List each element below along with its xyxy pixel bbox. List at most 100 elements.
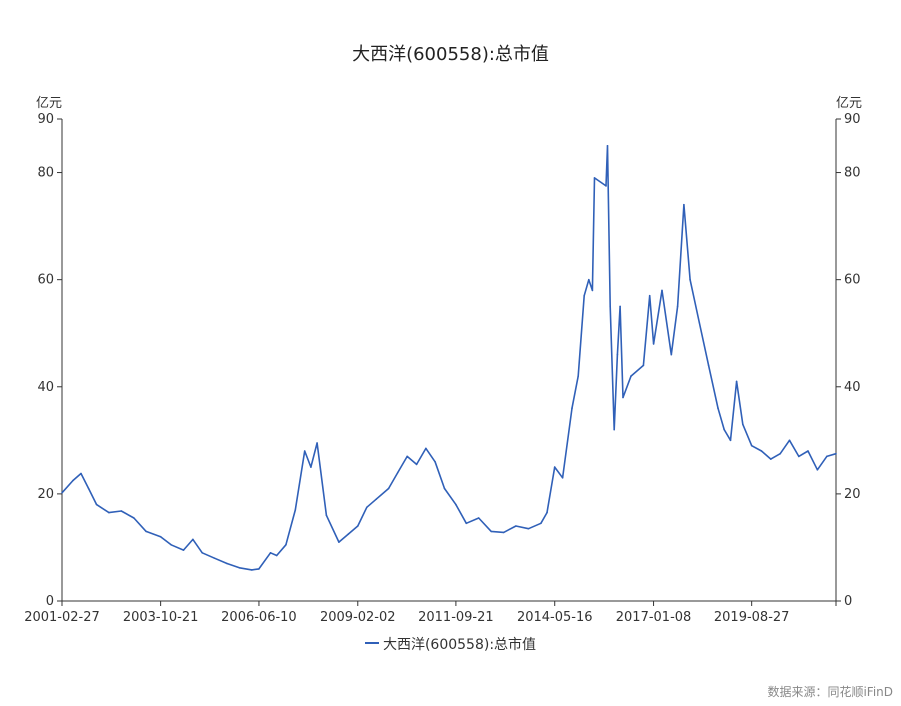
data-source-note: 数据来源：同花顺iFinD <box>767 685 893 699</box>
data-point <box>798 455 800 458</box>
legend[interactable]: 大西洋(600558):总市值 <box>0 634 901 654</box>
data-point <box>630 375 632 377</box>
data-point <box>387 487 390 490</box>
data-point <box>760 450 763 452</box>
data-point <box>490 530 493 533</box>
data-point <box>540 522 542 525</box>
data-point <box>415 463 418 466</box>
data-point <box>652 343 655 345</box>
data-point <box>683 203 685 206</box>
data-point <box>465 522 468 525</box>
data-point <box>729 439 732 442</box>
data-point <box>269 552 272 554</box>
data-point <box>425 447 427 450</box>
data-point <box>723 428 725 431</box>
data-point <box>527 527 530 530</box>
y-tick-label-left: 40 <box>37 380 54 395</box>
data-point <box>95 503 98 506</box>
data-point <box>616 353 619 356</box>
data-point <box>238 567 241 569</box>
data-point <box>159 535 162 538</box>
data-point <box>546 511 548 514</box>
data-point <box>434 461 436 463</box>
y-tick-label-right: 20 <box>844 487 861 502</box>
data-point <box>61 492 63 494</box>
data-point <box>201 552 203 554</box>
data-point <box>742 423 744 426</box>
x-tick-label: 2014-05-16 <box>517 610 593 625</box>
x-tick-label: 2011-09-21 <box>418 610 494 625</box>
data-point <box>145 530 147 533</box>
data-point <box>294 509 297 511</box>
y-tick-label-right: 90 <box>844 112 861 127</box>
data-point <box>606 145 609 147</box>
data-point <box>807 450 809 452</box>
data-point <box>251 569 253 571</box>
data-point <box>477 517 480 519</box>
legend-swatch <box>364 642 379 644</box>
data-point <box>577 375 579 377</box>
data-point <box>707 364 710 367</box>
data-point <box>609 305 611 308</box>
data-point <box>133 517 135 519</box>
y-tick-label-left: 0 <box>46 594 54 609</box>
data-point <box>357 525 359 527</box>
data-point <box>717 407 719 410</box>
data-point <box>366 506 368 509</box>
data-point <box>735 380 738 383</box>
data-point <box>670 353 673 356</box>
data-point <box>375 498 378 501</box>
data-point <box>455 503 457 506</box>
legend-label: 大西洋(600558):总市值 <box>382 637 537 653</box>
data-point <box>275 554 278 557</box>
data-point <box>622 396 624 399</box>
y-tick-label-left: 90 <box>37 112 54 127</box>
data-point <box>226 562 228 565</box>
data-point <box>591 289 594 292</box>
data-point <box>583 294 585 297</box>
data-point <box>310 466 312 468</box>
data-point <box>835 452 837 455</box>
x-tick-label: 2017-01-08 <box>616 610 692 625</box>
data-point <box>87 487 90 490</box>
data-point <box>213 557 216 559</box>
y-tick-label-left: 20 <box>37 487 54 502</box>
data-point <box>553 466 556 468</box>
data-point <box>826 455 828 458</box>
data-point <box>676 305 679 308</box>
y-tick-label-right: 60 <box>844 273 861 288</box>
data-point <box>613 428 615 431</box>
x-tick-label: 2009-02-02 <box>320 610 396 625</box>
data-point <box>593 177 596 179</box>
data-point <box>285 544 287 546</box>
data-point <box>170 544 172 546</box>
data-point <box>192 538 194 541</box>
data-point <box>316 442 318 444</box>
data-point <box>648 294 651 297</box>
y-tick-label-left: 60 <box>37 273 54 288</box>
y-tick-label-right: 0 <box>844 594 852 609</box>
data-point <box>72 479 74 482</box>
data-point <box>515 525 517 527</box>
series-line-0 <box>61 145 837 571</box>
x-tick-label: 2003-10-21 <box>123 610 199 625</box>
data-point <box>642 364 645 367</box>
data-point <box>698 321 701 324</box>
data-point <box>816 469 819 471</box>
y-axis-unit-left: 亿元 <box>36 96 63 111</box>
y-tick-label-left: 80 <box>37 166 54 181</box>
data-point <box>561 477 564 479</box>
data-point <box>347 533 350 535</box>
data-point <box>406 455 409 458</box>
y-tick-label-right: 80 <box>844 166 861 181</box>
data-point <box>80 472 82 475</box>
data-point <box>182 549 185 551</box>
data-point <box>397 471 399 474</box>
chart-title: 大西洋(600558):总市值 <box>352 44 549 65</box>
x-tick-label: 2001-02-27 <box>24 610 100 625</box>
data-point <box>605 185 607 187</box>
data-point <box>338 541 340 543</box>
y-axis-unit-right: 亿元 <box>836 96 863 111</box>
data-point <box>325 514 328 517</box>
